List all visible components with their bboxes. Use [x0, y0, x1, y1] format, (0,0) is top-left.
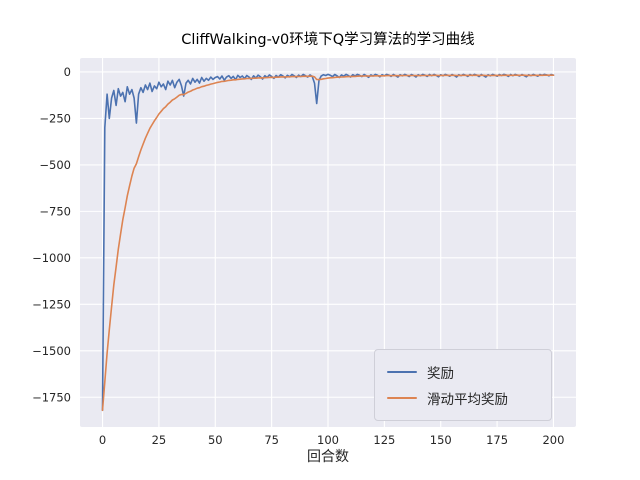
series-line-1 [101, 74, 555, 412]
x-tick-label: 100 [317, 433, 339, 447]
x-tick-label: 200 [542, 433, 564, 447]
y-tick-label: −750 [39, 204, 71, 218]
y-tick-label: −500 [39, 158, 71, 172]
reward-line-swatch [387, 370, 417, 374]
legend-label-reward: 奖励 [427, 366, 454, 382]
x-tick-label: 75 [264, 433, 279, 447]
x-tick-label: 25 [152, 433, 167, 447]
legend-item-moving-average: 滑动平均奖励 [387, 385, 537, 411]
legend-item-reward: 奖励 [387, 359, 537, 385]
x-tick-label: 150 [430, 433, 452, 447]
legend: 奖励 滑动平均奖励 [374, 349, 552, 421]
y-tick-label: −1250 [32, 297, 71, 311]
y-tick-label: 0 [64, 65, 71, 79]
x-tick-label: 50 [208, 433, 223, 447]
x-axis-label: 回合数 [307, 449, 349, 465]
y-tick-label: −1750 [32, 390, 71, 404]
y-tick-label: −1000 [32, 251, 71, 265]
chart-title: CliffWalking-v0环境下Q学习算法的学习曲线 [181, 32, 475, 48]
x-tick-label: 0 [99, 433, 106, 447]
y-tick-label: −1500 [32, 344, 71, 358]
x-tick-label: 175 [486, 433, 508, 447]
legend-label-moving-average: 滑动平均奖励 [427, 392, 508, 408]
y-tick-label: −250 [39, 111, 71, 125]
x-tick-label: 125 [373, 433, 395, 447]
moving-average-line-swatch [387, 396, 417, 400]
